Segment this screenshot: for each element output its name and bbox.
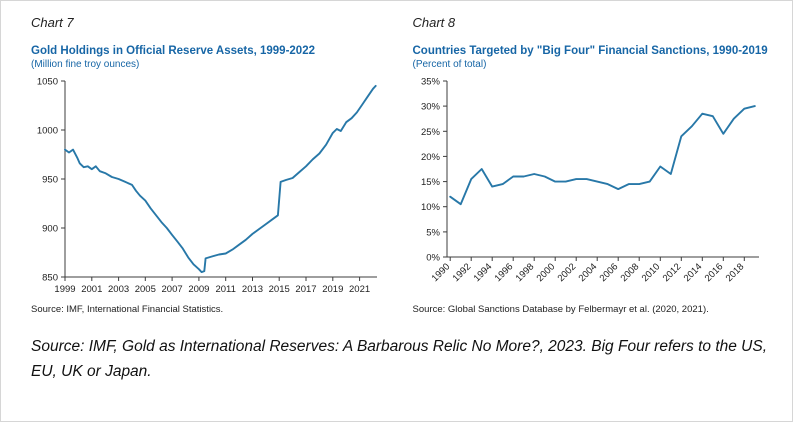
x-tick-label: 1990 xyxy=(429,261,452,284)
chart-8-source: Source: Global Sanctions Database by Fel… xyxy=(412,304,709,315)
x-tick-label: 2006 xyxy=(597,261,620,284)
chart-8-title: Countries Targeted by "Big Four" Financi… xyxy=(412,45,768,57)
chart-7-subtitle: (Million fine troy ounces) xyxy=(31,59,140,70)
chart-7-panel: Chart 7 Gold Holdings in Official Reserv… xyxy=(31,15,387,315)
x-tick-label: 2019 xyxy=(322,284,343,295)
chart-7-title: Gold Holdings in Official Reserve Assets… xyxy=(31,45,315,57)
x-tick-label: 2007 xyxy=(162,284,183,295)
x-tick-label: 2011 xyxy=(215,284,235,295)
y-tick-label: 30% xyxy=(420,102,440,113)
y-tick-label: 1000 xyxy=(37,126,58,137)
x-tick-label: 2005 xyxy=(135,284,156,295)
y-tick-label: 5% xyxy=(426,227,440,238)
x-tick-label: 2009 xyxy=(188,284,209,295)
chart-7-label: Chart 7 xyxy=(31,15,74,30)
x-tick-label: 1999 xyxy=(54,284,75,295)
x-tick-label: 1992 xyxy=(450,261,473,284)
figure-caption: Source: IMF, Gold as International Reser… xyxy=(31,338,768,380)
data-line xyxy=(448,105,756,206)
x-tick-label: 2012 xyxy=(660,261,683,284)
gold-holdings-line-chart: 850 900 950 1000 1050 1999 2001 2003 2005 2007 200… xyxy=(37,77,377,295)
x-tick-label: 2004 xyxy=(576,261,599,284)
x-tick-label: 2013 xyxy=(242,284,263,295)
y-tick-label: 950 xyxy=(42,175,58,186)
x-tick-label: 2021 xyxy=(349,284,370,295)
chart-8-label: Chart 8 xyxy=(412,15,456,30)
y-tick-label: 1050 xyxy=(37,77,58,88)
chart-8-subtitle: (Percent of total) xyxy=(412,59,487,70)
charts-row: Chart 7 Gold Holdings in Official Reserv… xyxy=(31,15,768,315)
y-tick-label: 850 xyxy=(42,273,58,284)
x-tick-label: 2002 xyxy=(555,261,578,284)
sanctions-line-chart: 0% 5% 10% 15% 20% 25% 30% 35% 199019921994199619… xyxy=(420,77,759,284)
x-tick-label: 2008 xyxy=(618,261,641,284)
x-tick-label: 2010 xyxy=(639,261,662,284)
y-tick-label: 15% xyxy=(420,177,440,188)
x-tick-label: 1994 xyxy=(471,261,494,284)
chart-7-source: Source: IMF, International Financial Sta… xyxy=(31,304,224,315)
x-tick-label: 2016 xyxy=(702,261,725,284)
chart-8-panel: Chart 8 Countries Targeted by "Big Four"… xyxy=(413,15,769,315)
x-tick-label: 2014 xyxy=(681,261,704,284)
y-tick-label: 25% xyxy=(420,127,440,138)
y-tick-label: 20% xyxy=(420,152,440,163)
y-tick-label: 0% xyxy=(426,253,440,264)
x-tick-label: 2000 xyxy=(534,261,557,284)
x-tick-label: 2015 xyxy=(269,284,290,295)
x-tick-label: 2001 xyxy=(81,284,102,295)
x-tick-label: 2017 xyxy=(295,284,316,295)
y-tick-label: 900 xyxy=(42,224,58,235)
data-line xyxy=(64,84,377,274)
x-tick-label: 1996 xyxy=(492,261,515,284)
y-tick-label: 35% xyxy=(420,77,440,88)
x-tick-label: 1998 xyxy=(513,261,536,284)
y-tick-label: 10% xyxy=(420,202,440,213)
x-tick-label: 2003 xyxy=(108,284,129,295)
x-tick-label: 2018 xyxy=(723,261,746,284)
